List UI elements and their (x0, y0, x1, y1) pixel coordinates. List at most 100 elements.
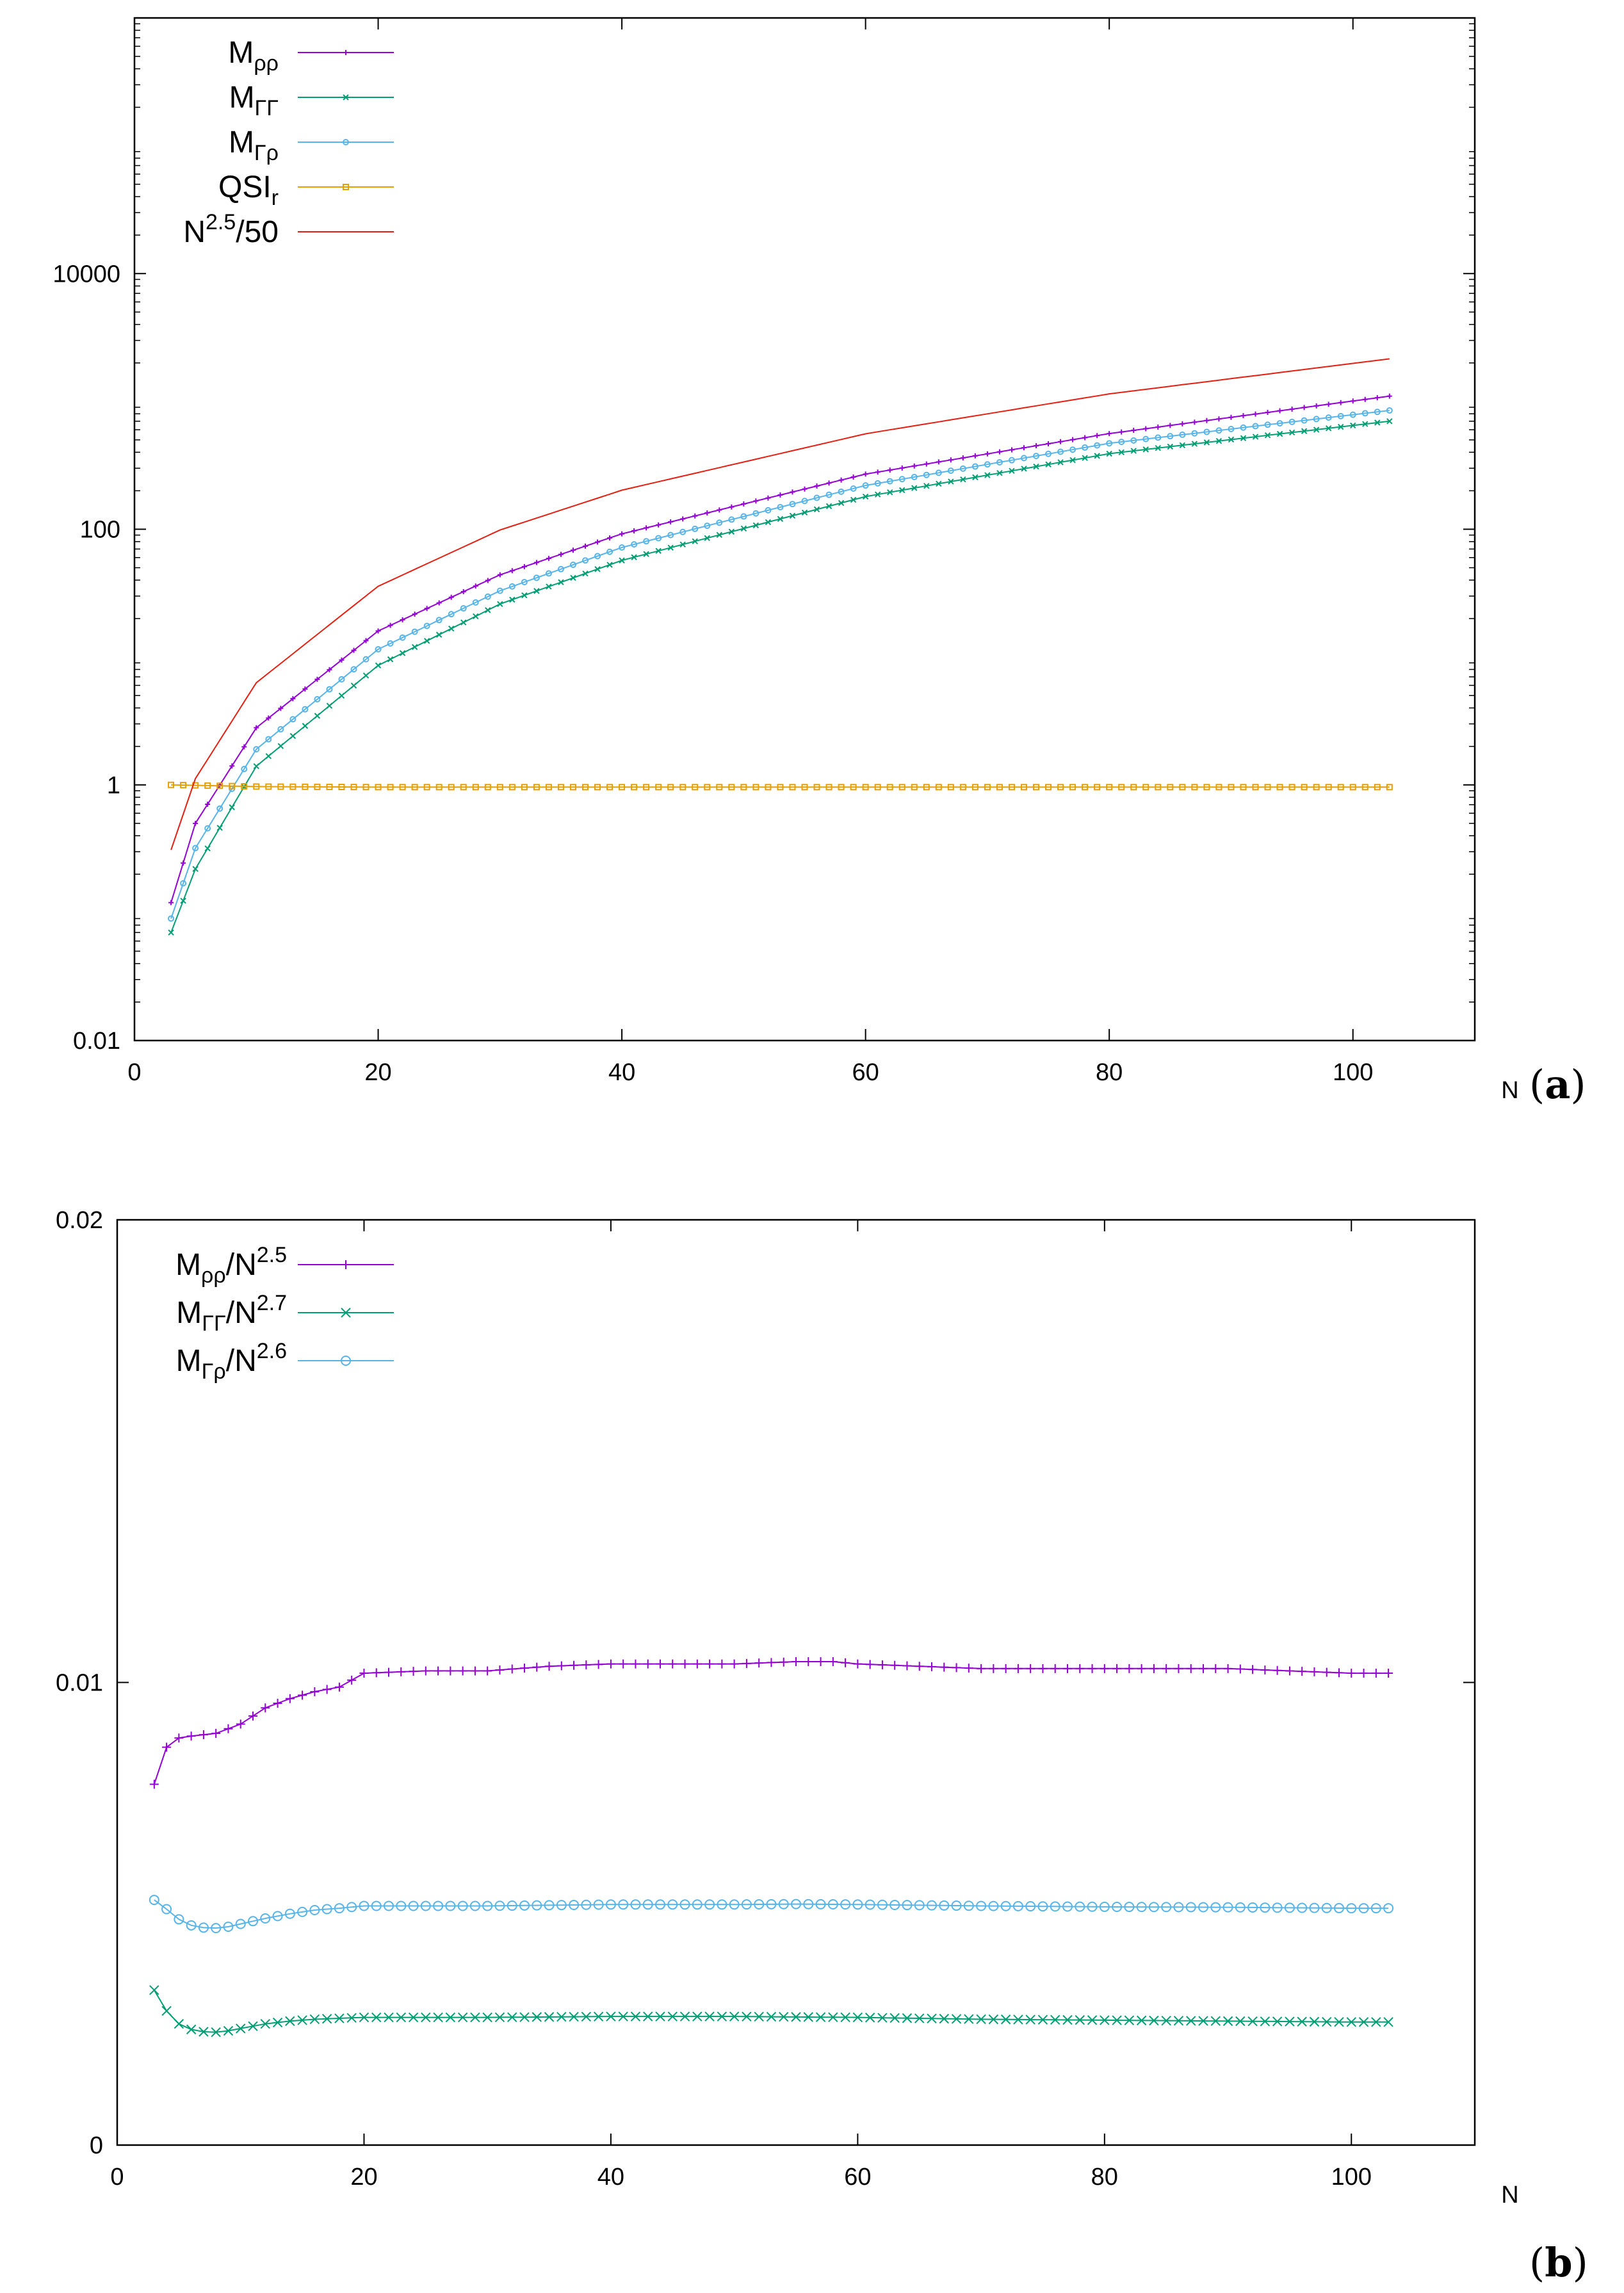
data-point-Mrr (1070, 437, 1076, 442)
data-point-MGG (838, 499, 845, 506)
data-point-MGr (852, 1899, 863, 1910)
data-point-MGr (235, 1918, 246, 1929)
legend-marker-MGG (341, 1308, 351, 1318)
data-point-MGG (216, 825, 223, 831)
data-point-Mrr (248, 1711, 257, 1721)
data-point-MGr (803, 1899, 814, 1909)
data-point-MGr (334, 1903, 345, 1914)
data-point-Mrr (1335, 1668, 1344, 1678)
data-point-Mrr (804, 1657, 813, 1666)
data-point-MGr (448, 611, 455, 618)
data-point-MGG (1297, 2016, 1307, 2027)
data-point-Mrr (877, 1660, 887, 1670)
data-point-QSI (619, 784, 626, 791)
data-point-MGr (346, 1902, 357, 1913)
data-point-Mrr (1125, 1664, 1134, 1673)
data-point-Mrr (717, 507, 722, 513)
data-point-QSI (387, 784, 394, 791)
data-point-MGG (825, 503, 832, 510)
data-point-MGG (350, 682, 357, 689)
data-point-Mrr (581, 1660, 591, 1670)
data-point-QSI (971, 784, 978, 791)
data-point-QSI (448, 784, 455, 791)
data-point-MGG (1037, 2014, 1048, 2025)
data-point-MGr (557, 565, 564, 572)
data-point-MGG (803, 2012, 813, 2022)
data-point-MGr (791, 1899, 801, 1909)
data-point-MGr (204, 825, 211, 832)
data-point-MGr (302, 706, 309, 713)
data-point-Mrr (984, 451, 990, 457)
data-point-Mrr (1034, 443, 1039, 449)
data-point-MGr (375, 646, 382, 653)
data-point-MGG (1198, 2016, 1208, 2026)
data-point-Mrr (495, 1665, 505, 1674)
data-point-MGr (874, 480, 881, 487)
data-point-MGG (532, 2012, 542, 2022)
data-point-Mrr (458, 1666, 467, 1676)
data-point-QSI (350, 784, 357, 791)
data-point-MGr (359, 1900, 369, 1911)
data-point-Mrr (1211, 1664, 1221, 1673)
data-point-MGr (472, 599, 479, 606)
data-point-MGr (581, 1899, 592, 1910)
data-point-Mrr (1322, 1667, 1331, 1677)
data-point-MGr (914, 1900, 925, 1911)
data-point-Mrr (168, 900, 174, 905)
data-point-MGr (260, 1913, 271, 1924)
data-point-MGG (521, 592, 528, 599)
data-point-Mrr (533, 560, 539, 565)
data-point-MGr (371, 1900, 382, 1911)
data-point-QSI (460, 784, 467, 791)
data-point-Mrr (1289, 406, 1295, 412)
data-point-QSI (253, 783, 260, 790)
data-point-MGr (984, 461, 991, 468)
data-point-MGr (862, 482, 869, 489)
data-point-MGG (631, 554, 637, 560)
data-point-MGG (948, 478, 954, 485)
data-point-Mrr (558, 551, 564, 557)
data-point-Mrr (890, 1660, 900, 1670)
data-point-MGG (899, 487, 905, 494)
data-point-QSI (277, 783, 284, 790)
data-point-Mrr (1087, 1664, 1097, 1673)
data-point-MGr (350, 666, 357, 673)
data-point-Mrr (1026, 1664, 1035, 1673)
data-point-MGr (326, 686, 333, 693)
data-point-MGG (433, 2012, 443, 2023)
data-point-MGG (1210, 2016, 1221, 2026)
data-point-Mrr (865, 1660, 875, 1669)
data-point-Mrr (509, 568, 515, 574)
data-point-MGG (497, 601, 503, 607)
data-point-MGG (1118, 449, 1125, 456)
data-point-MGr (1155, 434, 1162, 441)
data-point-MGr (362, 656, 369, 663)
data-point-QSI (1361, 784, 1368, 791)
data-point-MGG (277, 743, 284, 749)
data-point-MGG (766, 2011, 777, 2022)
data-point-Mrr (285, 1694, 295, 1703)
data-point-QSI (168, 781, 175, 788)
data-point-QSI (740, 784, 747, 791)
data-point-Mrr (1248, 1665, 1258, 1674)
data-point-MGr (877, 1899, 888, 1910)
data-point-MGr (556, 1900, 567, 1911)
data-point-MGG (1191, 441, 1198, 447)
data-point-MGr (284, 1908, 295, 1919)
data-point-QSI (631, 784, 638, 791)
data-point-MGr (1136, 1902, 1147, 1913)
data-point-MGr (192, 845, 199, 852)
data-point-QSI (789, 784, 796, 791)
data-point-MGG (1215, 437, 1222, 444)
data-point-MGr (655, 535, 662, 542)
data-point-QSI (1094, 784, 1101, 791)
legend-marker-Mrr (343, 50, 348, 55)
data-point-MGr (1358, 1903, 1369, 1914)
data-point-Mrr (570, 547, 576, 553)
data-point-MGr (729, 1899, 740, 1910)
data-point-MGr (1191, 430, 1198, 437)
data-point-MGG (852, 2012, 863, 2023)
data-point-Mrr (1272, 1665, 1282, 1675)
